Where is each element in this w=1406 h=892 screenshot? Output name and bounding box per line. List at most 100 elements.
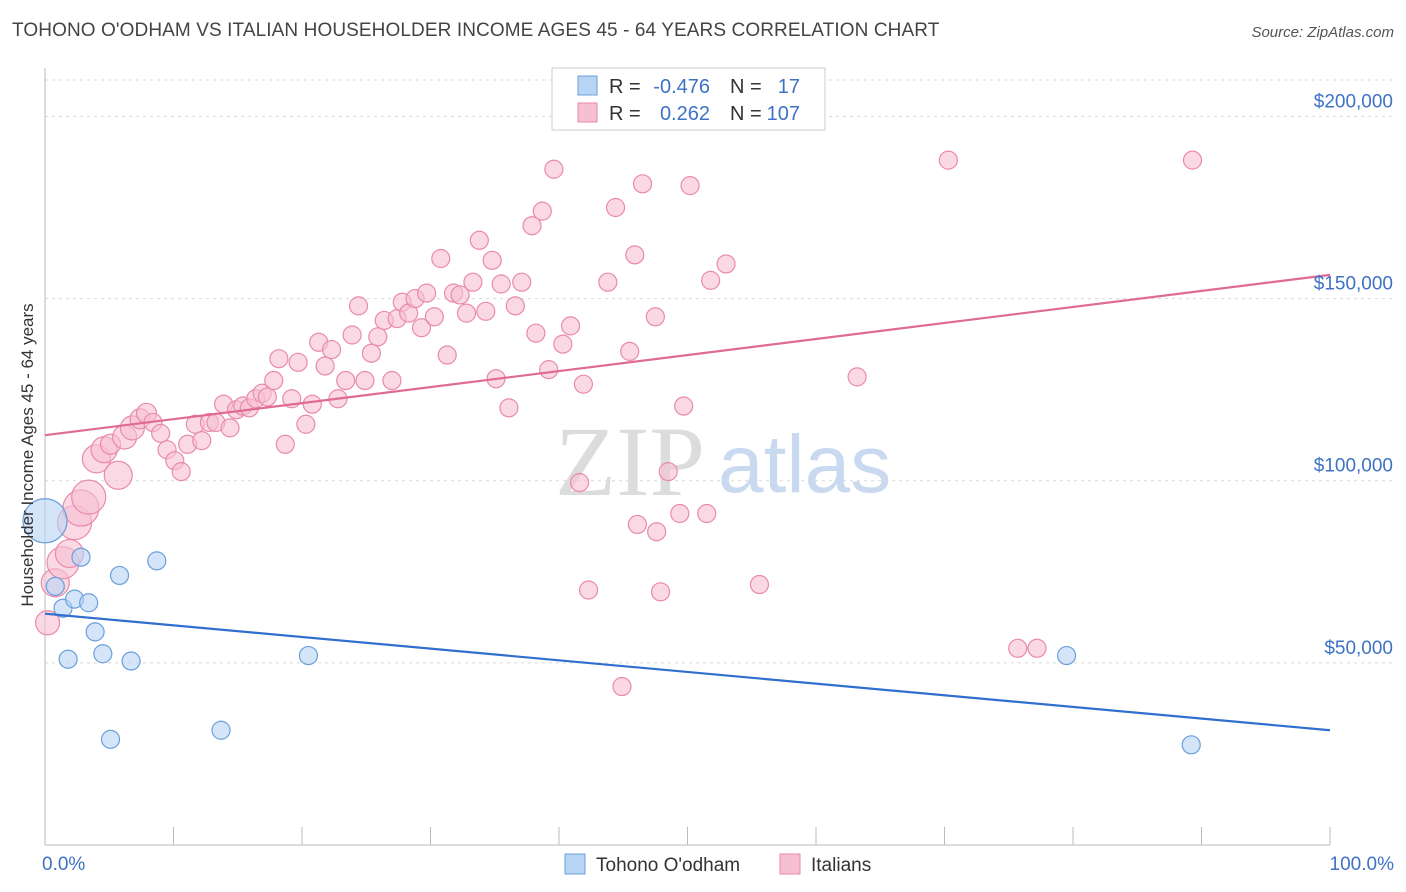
italians-point-66 xyxy=(476,301,496,321)
italians-point-0 xyxy=(34,610,61,636)
italians-point-32 xyxy=(257,387,277,407)
legend-r-value-blue: -0.476 xyxy=(653,76,710,98)
italians-point-57 xyxy=(417,283,437,303)
italians-point-22 xyxy=(192,431,212,451)
legend-swatch-blue xyxy=(577,75,598,96)
italians-point-16 xyxy=(151,423,171,443)
italians-point-90 xyxy=(645,307,665,327)
italians-point-71 xyxy=(505,296,525,316)
italians-point-73 xyxy=(522,216,542,236)
tohono-point-12 xyxy=(147,551,167,571)
y-tick-label-3: $200,000 xyxy=(1314,91,1393,112)
italians-point-63 xyxy=(456,303,477,323)
series-legend-label-tohono: Tohono O'odham xyxy=(596,855,740,876)
italians-point-49 xyxy=(368,327,388,347)
legend-swatch-pink xyxy=(577,102,598,123)
italians-point-83 xyxy=(598,272,618,292)
italians-point-93 xyxy=(658,462,678,482)
italians-point-42 xyxy=(321,339,342,360)
tohono-point-14 xyxy=(298,645,319,666)
italians-point-56 xyxy=(411,318,432,338)
italians-point-72 xyxy=(512,272,532,292)
italians-point-34 xyxy=(269,349,289,369)
italians-point-58 xyxy=(424,307,444,327)
italians-point-45 xyxy=(342,325,362,345)
tohono-point-16 xyxy=(1181,735,1201,755)
tohono-point-11 xyxy=(121,651,141,671)
italians-point-97 xyxy=(697,503,717,524)
source-label: Source: ZipAtlas.com xyxy=(1251,24,1394,41)
watermark-atlas: atlas xyxy=(718,419,891,510)
italians-point-95 xyxy=(674,396,694,416)
y-tick-label-1: $100,000 xyxy=(1314,456,1393,477)
italians-point-99 xyxy=(716,254,736,274)
italians-point-39 xyxy=(302,394,322,414)
italians-point-19 xyxy=(171,462,191,482)
italians-point-91 xyxy=(647,522,667,542)
italians-point-81 xyxy=(573,374,594,394)
italians-point-85 xyxy=(612,676,632,697)
italians-trend-line xyxy=(44,273,1331,437)
italians-point-75 xyxy=(532,201,552,221)
tohono-points xyxy=(22,498,1201,755)
italians-point-104 xyxy=(1027,638,1047,658)
y-tick-labels: $50,000 $100,000 $150,000 $200,000 xyxy=(1314,91,1393,658)
italians-point-92 xyxy=(650,582,671,602)
italians-point-103 xyxy=(1008,638,1028,658)
stats-legend: R = -0.476 N = 17 R = 0.262 N = 107 xyxy=(551,67,826,131)
series-legend-label-italians: Italians xyxy=(811,855,871,876)
legend-n-value-blue: 17 xyxy=(778,76,800,98)
tohono-point-7 xyxy=(85,622,105,642)
x-tick-label-max: 100.0% xyxy=(1330,854,1395,875)
legend-r-label-pink: R = xyxy=(609,103,641,125)
y-axis-title: Householder Income Ages 45 - 64 years xyxy=(18,303,37,606)
legend-r-value-pink: 0.262 xyxy=(660,103,710,125)
x-tick-label-min: 0.0% xyxy=(42,854,85,875)
tohono-point-15 xyxy=(1056,645,1077,666)
italians-point-96 xyxy=(680,176,700,196)
tohono-point-3 xyxy=(58,649,78,669)
y-tick-label-0: $50,000 xyxy=(1324,638,1393,659)
italians-point-48 xyxy=(361,343,381,363)
italians-point-69 xyxy=(491,274,511,294)
axes xyxy=(44,68,1331,846)
italians-point-65 xyxy=(469,230,489,250)
italians-point-88 xyxy=(627,514,647,535)
italians-point-59 xyxy=(431,248,451,269)
italians-point-76 xyxy=(539,360,559,380)
italians-point-70 xyxy=(499,398,519,418)
italians-point-101 xyxy=(847,367,867,387)
legend-n-label-blue: N = xyxy=(730,76,762,98)
italians-point-37 xyxy=(288,352,308,372)
y-tick-label-2: $150,000 xyxy=(1314,274,1393,295)
italians-point-105 xyxy=(1182,150,1203,170)
italians-point-77 xyxy=(544,159,564,179)
series-legend-swatch-italians xyxy=(779,853,801,875)
italians-point-64 xyxy=(463,272,483,292)
italians-point-84 xyxy=(605,197,626,218)
italians-point-51 xyxy=(382,370,402,391)
italians-point-33 xyxy=(264,370,284,391)
italians-point-98 xyxy=(701,270,721,290)
chart-title: TOHONO O'ODHAM VS ITALIAN HOUSEHOLDER IN… xyxy=(12,20,940,41)
italians-point-102 xyxy=(938,150,958,170)
italians-point-79 xyxy=(560,316,581,336)
tohono-point-0 xyxy=(22,498,68,544)
italians-point-89 xyxy=(632,174,653,194)
legend-n-value-pink: 107 xyxy=(767,103,800,125)
italians-point-86 xyxy=(620,341,640,361)
italians-point-41 xyxy=(315,356,335,376)
italians-point-47 xyxy=(355,370,375,391)
legend-n-label-pink: N = xyxy=(730,103,762,125)
italians-point-44 xyxy=(336,370,356,391)
italians-point-62 xyxy=(450,285,470,305)
tohono-point-13 xyxy=(211,720,231,740)
trend-lines xyxy=(44,273,1331,732)
tohono-point-8 xyxy=(93,644,113,664)
watermark-zip: ZIP xyxy=(555,406,705,517)
italians-point-46 xyxy=(348,296,369,316)
tohono-point-1 xyxy=(45,576,65,596)
italians-point-10 xyxy=(103,460,133,490)
series-legend: Tohono O'odham Italians xyxy=(564,853,871,876)
